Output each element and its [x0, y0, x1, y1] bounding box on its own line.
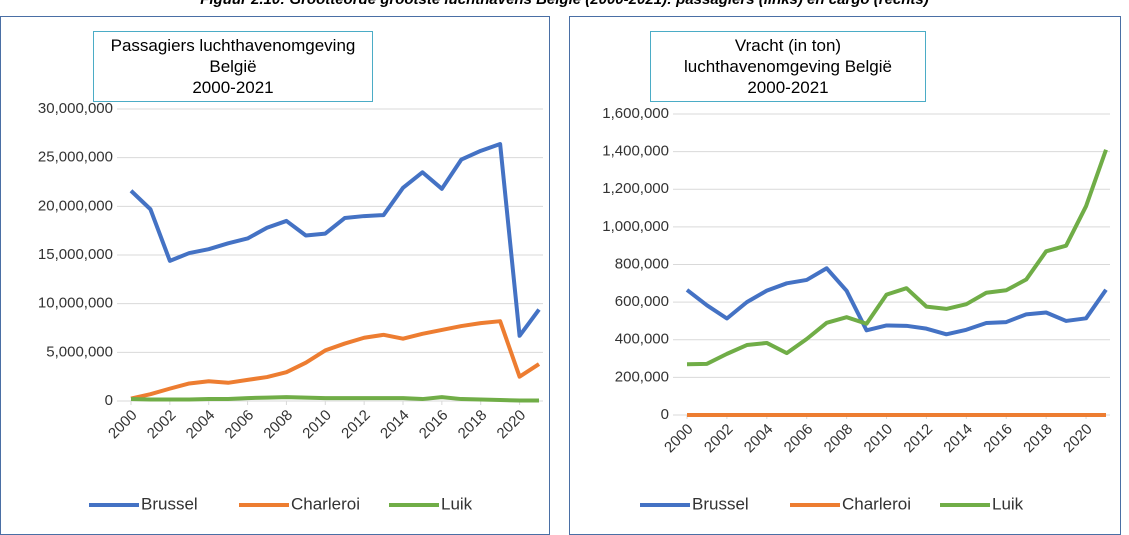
x-tick-label: 2014 — [940, 421, 976, 457]
chart-title: Vracht (in ton) luchthavenomgeving Belgi… — [650, 31, 926, 102]
x-tick-label: 2018 — [455, 407, 491, 443]
y-tick-label: 0 — [105, 392, 113, 409]
x-tick-label: 2008 — [821, 421, 857, 457]
x-tick-label: 2018 — [1020, 421, 1056, 457]
x-tick-label: 2002 — [701, 421, 737, 457]
x-tick-label: 2014 — [377, 407, 413, 443]
x-tick-label: 2020 — [1060, 421, 1096, 457]
legend-label: Luik — [441, 494, 473, 513]
legend-label: Charleroi — [291, 494, 360, 513]
y-tick-label: 200,000 — [615, 368, 669, 385]
y-tick-label: 1,000,000 — [602, 218, 669, 235]
x-tick-label: 2012 — [900, 421, 936, 457]
y-tick-label: 1,400,000 — [602, 143, 669, 160]
y-tick-label: 25,000,000 — [38, 149, 113, 166]
x-tick-label: 2010 — [861, 421, 897, 457]
line-series — [130, 395, 539, 403]
line-series — [685, 266, 1108, 337]
x-tick-label: 2004 — [183, 407, 219, 443]
y-tick-label: 1,200,000 — [602, 180, 669, 197]
legend-label: Brussel — [692, 494, 749, 513]
y-tick-label: 5,000,000 — [46, 343, 113, 360]
y-tick-label: 0 — [661, 406, 669, 423]
y-tick-label: 10,000,000 — [38, 295, 113, 312]
legend-label: Charleroi — [842, 494, 911, 513]
y-tick-label: 800,000 — [615, 255, 669, 272]
y-tick-label: 400,000 — [615, 331, 669, 348]
x-tick-label: 2010 — [299, 407, 335, 443]
chart-title: Passagiers luchthavenomgeving België 200… — [93, 31, 373, 102]
x-tick-label: 2000 — [105, 407, 141, 443]
x-tick-label: 2016 — [416, 407, 452, 443]
legend-label: Brussel — [141, 494, 198, 513]
chart: 0 200,000 400,000 600,000 800,000 1,000,000 1,… — [602, 105, 1110, 513]
y-tick-label: 1,600,000 — [602, 105, 669, 122]
caption: Figuur 2.10: Grootteorde grootste luchth… — [0, 0, 1129, 8]
y-tick-label: 20,000,000 — [38, 197, 113, 214]
x-tick-label: 2002 — [144, 407, 180, 443]
chart-panel: 0 5,000,000 10,000,000 15,000,000 20,000,000… — [0, 16, 550, 535]
line-series — [686, 149, 1108, 367]
x-tick-label: 2006 — [781, 421, 817, 457]
x-tick-label: 2006 — [222, 407, 258, 443]
y-tick-label: 30,000,000 — [38, 100, 113, 117]
legend-label: Luik — [992, 494, 1024, 513]
x-tick-label: 2020 — [494, 407, 530, 443]
line-series — [130, 319, 541, 401]
x-tick-label: 2008 — [260, 407, 296, 443]
chart-panel: 0 200,000 400,000 600,000 800,000 1,000,000 1,… — [569, 16, 1121, 535]
x-tick-label: 2000 — [661, 421, 697, 457]
y-tick-label: 15,000,000 — [38, 246, 113, 263]
x-tick-label: 2004 — [741, 421, 777, 457]
x-tick-label: 2012 — [338, 407, 374, 443]
x-tick-label: 2016 — [980, 421, 1016, 457]
chart: 0 5,000,000 10,000,000 15,000,000 20,000,000… — [38, 100, 543, 513]
line-series — [129, 142, 541, 338]
y-tick-label: 600,000 — [615, 293, 669, 310]
